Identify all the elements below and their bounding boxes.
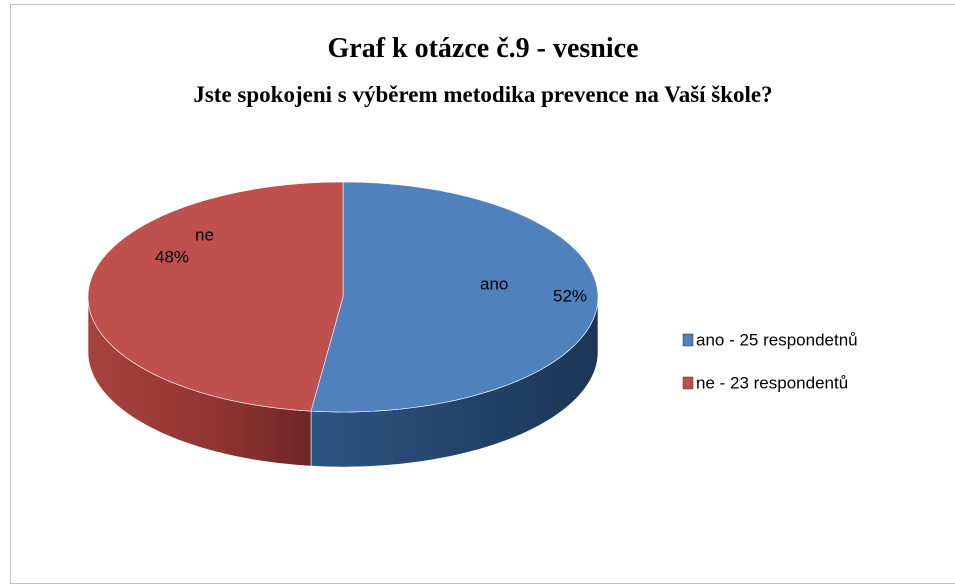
slice: [310, 181, 599, 413]
chart-subtitle: Jste spokojeni s výběrem metodika preven…: [193, 82, 773, 107]
legend-label: ne - 23 respondentů: [696, 373, 848, 392]
legend-swatch: [682, 333, 694, 347]
page: ano 52% ne 48% ano - 25 respondetnů ne - 23 r…: [10, 4, 955, 584]
chart: ano 52% ne 48% ano - 25 respondetnů ne - 23 r…: [87, 181, 858, 468]
slice: [87, 181, 344, 412]
slice-value-label: 48%: [155, 247, 189, 266]
slice-category-label: ano: [480, 274, 508, 293]
legend-label: ano - 25 respondetnů: [696, 330, 858, 349]
legend-swatch: [682, 376, 694, 390]
slice-value-label: 52%: [553, 286, 587, 305]
chart-title: Graf k otázce č.9 - vesnice: [327, 33, 639, 64]
slice-category-label: ne: [195, 225, 214, 244]
